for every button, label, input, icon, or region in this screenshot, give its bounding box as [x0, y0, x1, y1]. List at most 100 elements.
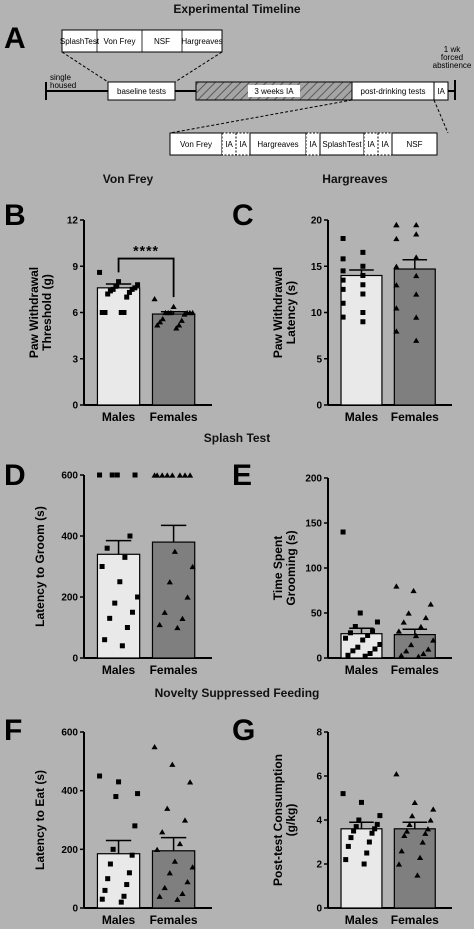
point-D-0-14: [102, 637, 108, 643]
point-F-1-11: [184, 878, 191, 885]
y-tick-label-D-2: 400: [61, 532, 78, 543]
panel-letter-f: F: [4, 714, 22, 747]
point-E-0-4: [370, 628, 376, 634]
point-D-0-12: [107, 615, 113, 621]
point-G-1-3: [409, 812, 416, 819]
point-E-1-13: [420, 650, 427, 657]
point-F-1-12: [161, 884, 168, 891]
point-D-1-8: [171, 548, 178, 554]
point-F-1-14: [156, 893, 163, 899]
point-C-0-5: [360, 273, 366, 278]
timeline-baseline-box: [107, 81, 176, 101]
point-E-1-9: [430, 637, 437, 643]
timeline-single-housed-1: single: [50, 73, 71, 82]
point-E-0-1: [357, 610, 363, 616]
point-B-0-2: [135, 282, 141, 288]
point-C-0-6: [340, 277, 346, 283]
point-F-0-4: [132, 823, 138, 829]
point-C-1-12: [393, 328, 400, 334]
y-tick-label-E-1: 50: [311, 609, 323, 620]
point-D-1-12: [161, 609, 168, 615]
y-axis-label-G: Post-test Consumption(g/kg): [271, 754, 298, 886]
point-C-1-8: [393, 282, 400, 288]
point-C-1-5: [413, 254, 420, 260]
panel-letter-g: G: [232, 714, 255, 747]
point-D-0-1: [114, 472, 120, 478]
timeline-bottom-label-8: NSF: [407, 140, 423, 149]
point-E-0-3: [352, 624, 358, 629]
point-D-0-10: [112, 600, 118, 606]
point-C-1-13: [413, 337, 420, 343]
timeline-bottom-boxes: Von Frey IA IA Hargreaves IA SplashTest IA IA NS…: [169, 132, 438, 156]
category-label-G-1: Females: [391, 913, 439, 927]
point-G-1-7: [403, 828, 411, 834]
point-F-0-12: [121, 893, 127, 899]
point-B-0-4: [132, 285, 138, 291]
point-D-1-1: [169, 472, 176, 478]
y-tick-label-E-0: 0: [316, 654, 322, 665]
point-B-1-9: [159, 316, 166, 322]
point-C-1-3: [413, 231, 420, 237]
category-label-F-1: Females: [150, 913, 198, 927]
y-tick-label-G-1: 2: [316, 860, 322, 871]
point-C-1-7: [413, 272, 420, 279]
timeline-ia-label: 3 weeks IA: [254, 87, 294, 96]
point-C-1-6: [393, 263, 400, 269]
point-D-1-3: [164, 472, 171, 478]
category-label-D-0: Males: [102, 663, 136, 677]
point-B-0-14: [118, 310, 124, 315]
point-G-1-13: [395, 861, 403, 867]
point-D-0-0: [97, 472, 103, 478]
point-F-0-3: [113, 794, 119, 800]
point-F-0-11: [102, 887, 108, 893]
point-G-1-9: [401, 832, 408, 839]
point-G-1-11: [398, 848, 405, 854]
timeline-bottom-label-1: IA: [225, 140, 233, 149]
timeline-bottom-label-4: IA: [309, 140, 317, 149]
point-E-0-5: [347, 630, 353, 636]
y-axis-label-D: Latency to Groom (s): [33, 506, 47, 627]
point-D-0-2: [132, 472, 138, 478]
point-G-1-6: [424, 826, 432, 832]
point-G-1-8: [422, 830, 429, 836]
point-D-1-10: [166, 579, 173, 585]
y-tick-label-B-1: 3: [72, 354, 78, 365]
point-F-0-0: [97, 773, 103, 779]
y-tick-label-B-2: 6: [72, 308, 78, 319]
timeline-ia-short-label: IA: [437, 87, 445, 96]
point-D-1-11: [184, 594, 191, 600]
significance-bracket-B: [117, 257, 175, 298]
timeline-title: Experimental Timeline: [173, 2, 300, 16]
bar-G-0: [340, 828, 383, 909]
category-label-E-0: Males: [345, 663, 379, 677]
point-E-1-5: [400, 619, 407, 625]
y-tick-label-G-3: 6: [316, 772, 322, 783]
point-F-0-13: [99, 896, 105, 902]
point-C-0-11: [360, 310, 366, 315]
timeline-single-housed-2: housed: [50, 81, 76, 90]
point-B-1-1: [170, 303, 177, 309]
point-D-0-8: [117, 579, 123, 585]
point-F-1-4: [181, 817, 189, 823]
bar-G-1: [393, 828, 436, 909]
point-E-0-9: [377, 642, 383, 647]
category-label-E-1: Females: [391, 663, 439, 677]
point-B-1-11: [156, 319, 164, 325]
point-F-1-10: [166, 870, 173, 876]
category-label-D-1: Females: [150, 663, 198, 677]
point-B-1-13: [154, 322, 161, 328]
point-C-0-12: [340, 314, 346, 320]
point-D-1-7: [154, 472, 161, 478]
point-E-1-6: [417, 623, 425, 630]
y-tick-label-F-1: 200: [61, 845, 78, 856]
category-label-C-0: Males: [345, 410, 379, 424]
category-label-F-0: Males: [102, 913, 136, 927]
point-G-0-0: [340, 791, 346, 797]
point-C-0-13: [360, 319, 366, 325]
panel-letter-c: C: [232, 199, 254, 232]
y-tick-label-B-3: 9: [72, 262, 78, 273]
point-E-1-1: [410, 587, 417, 594]
point-D-1-2: [186, 472, 194, 478]
timeline-bottom-box-8: [391, 132, 438, 156]
point-F-0-6: [129, 852, 135, 858]
